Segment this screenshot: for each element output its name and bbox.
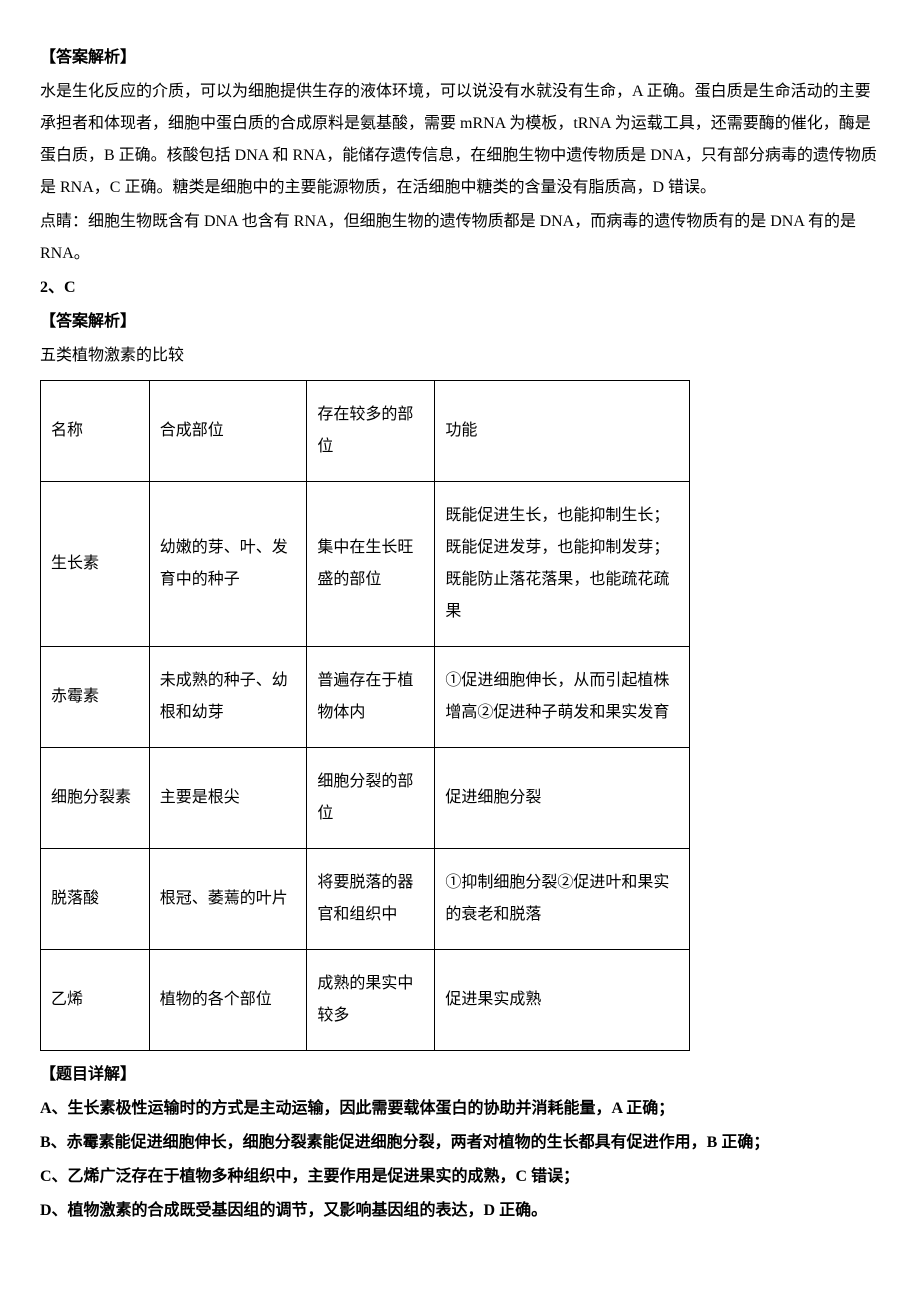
table-cell: 细胞分裂的部位 [307, 748, 435, 849]
q2-answer-heading: 【答案解析】 [40, 306, 880, 338]
table-cell: 幼嫩的芽、叶、发育中的种子 [149, 482, 307, 647]
table-cell: 主要是根尖 [149, 748, 307, 849]
table-cell: 赤霉素 [41, 647, 150, 748]
table-cell: ①抑制细胞分裂②促进叶和果实的衰老和脱落 [435, 849, 690, 950]
table-row: 细胞分裂素 主要是根尖 细胞分裂的部位 促进细胞分裂 [41, 748, 690, 849]
table-cell: 未成熟的种子、幼根和幼芽 [149, 647, 307, 748]
table-row: 生长素 幼嫩的芽、叶、发育中的种子 集中在生长旺盛的部位 既能促进生长，也能抑制… [41, 482, 690, 647]
q2-number: 2、C [40, 272, 880, 304]
table-header-name: 名称 [41, 381, 150, 482]
q1-answer-heading: 【答案解析】 [40, 42, 880, 74]
q1-answer-note: 点睛：细胞生物既含有 DNA 也含有 RNA，但细胞生物的遗传物质都是 DNA，… [40, 206, 880, 270]
table-row: 名称 合成部位 存在较多的部位 功能 [41, 381, 690, 482]
table-cell: 脱落酸 [41, 849, 150, 950]
q2-option-a: A、生长素极性运输时的方式是主动运输，因此需要载体蛋白的协助并消耗能量，A 正确… [40, 1093, 880, 1125]
q2-detail-heading: 【题目详解】 [40, 1059, 880, 1091]
table-cell: ①促进细胞伸长，从而引起植株增高②促进种子萌发和果实发育 [435, 647, 690, 748]
q2-option-b: B、赤霉素能促进细胞伸长，细胞分裂素能促进细胞分裂，两者对植物的生长都具有促进作… [40, 1127, 880, 1159]
table-header-site: 合成部位 [149, 381, 307, 482]
table-cell: 促进细胞分裂 [435, 748, 690, 849]
table-cell: 植物的各个部位 [149, 950, 307, 1051]
q2-option-d: D、植物激素的合成既受基因组的调节，又影响基因组的表达，D 正确。 [40, 1195, 880, 1227]
table-cell: 根冠、萎蔫的叶片 [149, 849, 307, 950]
table-cell: 既能促进生长，也能抑制生长；既能促进发芽，也能抑制发芽；既能防止落花落果，也能疏… [435, 482, 690, 647]
hormone-table: 名称 合成部位 存在较多的部位 功能 生长素 幼嫩的芽、叶、发育中的种子 集中在… [40, 380, 690, 1051]
table-cell: 生长素 [41, 482, 150, 647]
table-row: 乙烯 植物的各个部位 成熟的果实中较多 促进果实成熟 [41, 950, 690, 1051]
q2-intro: 五类植物激素的比较 [40, 340, 880, 372]
q2-option-c: C、乙烯广泛存在于植物多种组织中，主要作用是促进果实的成熟，C 错误； [40, 1161, 880, 1193]
table-cell: 促进果实成熟 [435, 950, 690, 1051]
table-cell: 成熟的果实中较多 [307, 950, 435, 1051]
table-header-location: 存在较多的部位 [307, 381, 435, 482]
table-cell: 集中在生长旺盛的部位 [307, 482, 435, 647]
table-cell: 细胞分裂素 [41, 748, 150, 849]
table-row: 脱落酸 根冠、萎蔫的叶片 将要脱落的器官和组织中 ①抑制细胞分裂②促进叶和果实的… [41, 849, 690, 950]
table-cell: 普遍存在于植物体内 [307, 647, 435, 748]
table-cell: 乙烯 [41, 950, 150, 1051]
table-header-function: 功能 [435, 381, 690, 482]
table-row: 赤霉素 未成熟的种子、幼根和幼芽 普遍存在于植物体内 ①促进细胞伸长，从而引起植… [41, 647, 690, 748]
q1-answer-body: 水是生化反应的介质，可以为细胞提供生存的液体环境，可以说没有水就没有生命，A 正… [40, 76, 880, 204]
table-cell: 将要脱落的器官和组织中 [307, 849, 435, 950]
